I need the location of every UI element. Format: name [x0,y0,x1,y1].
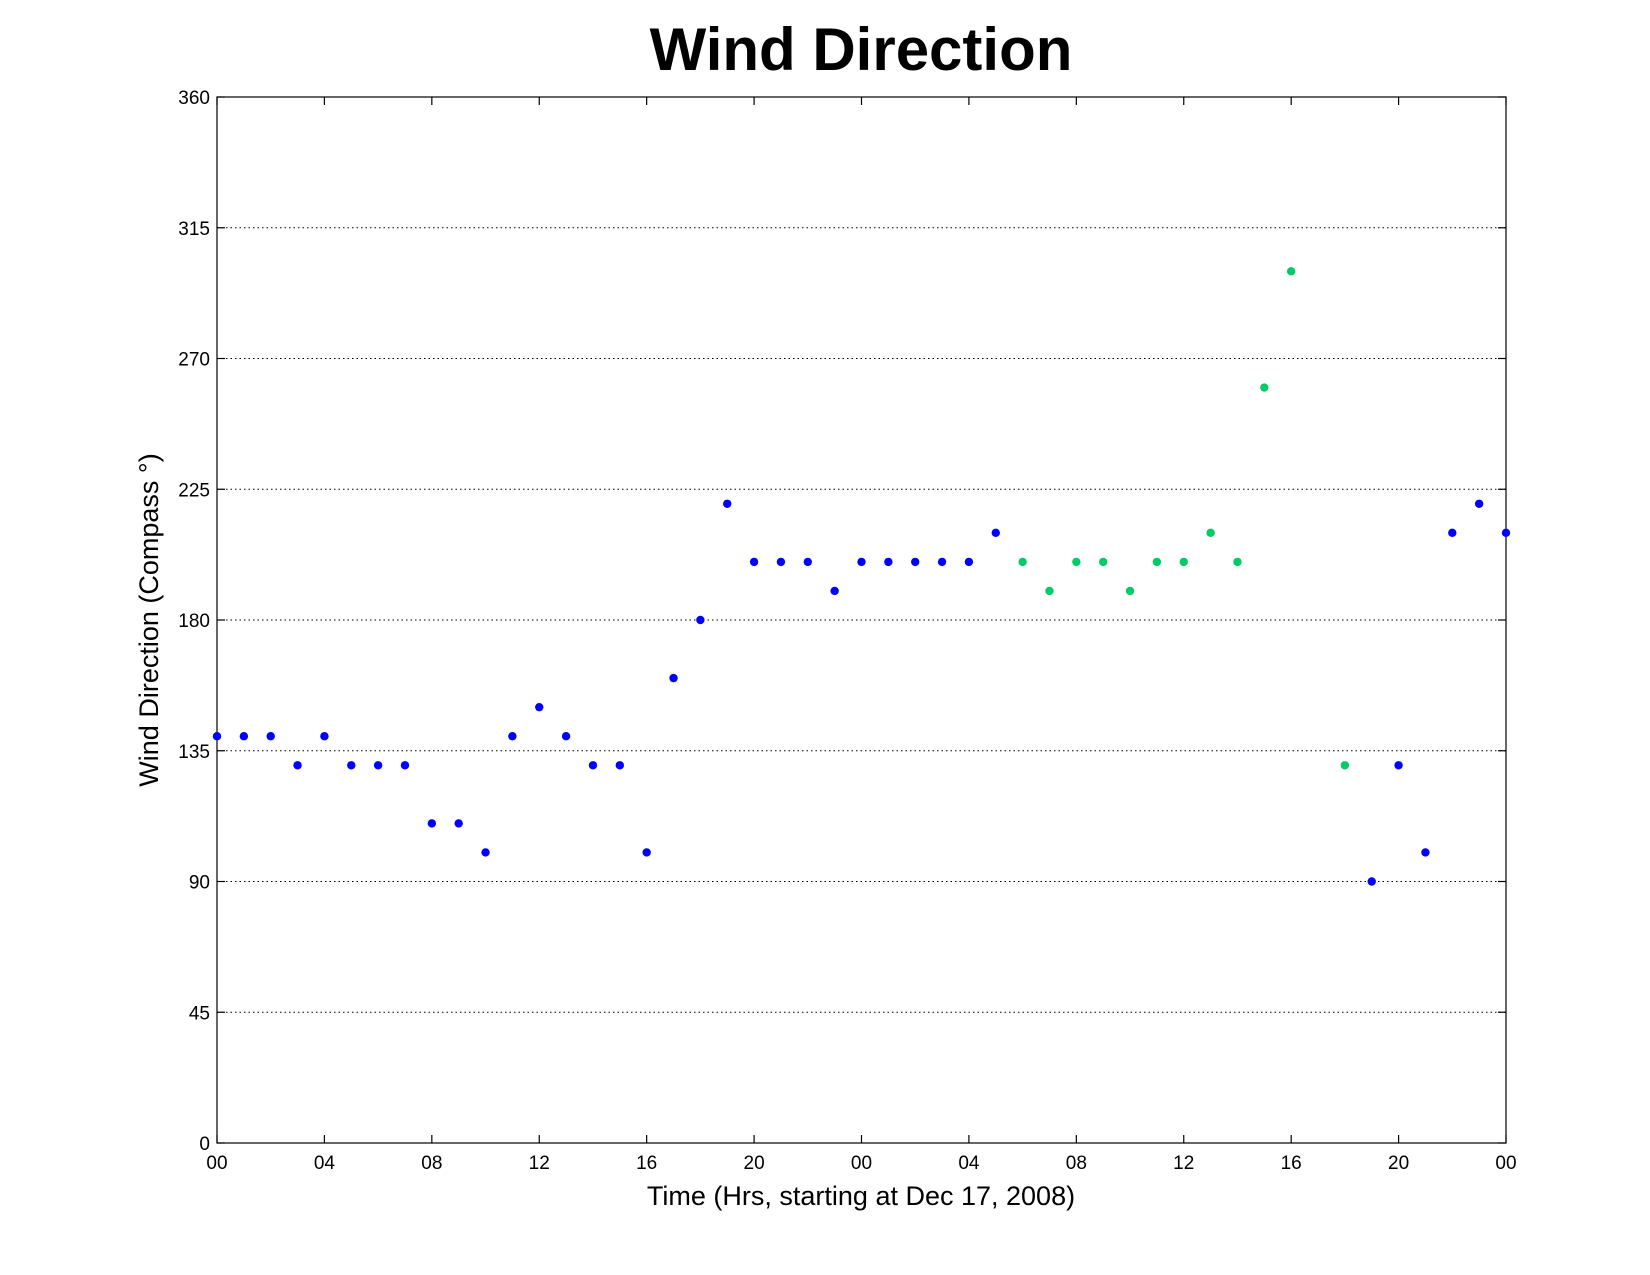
data-point [991,528,1000,538]
data-point [884,557,893,567]
data-point [642,848,651,857]
x-tick-label: 04 [958,1153,980,1174]
data-point [1448,528,1457,538]
data-point [776,557,786,567]
x-tick-label: 08 [1066,1153,1087,1174]
y-tick-label: 270 [178,350,210,371]
x-tick-label: 20 [744,1153,765,1174]
x-tick-label: 00 [1495,1153,1516,1174]
data-point [427,819,437,828]
data-point [400,761,410,770]
data-point [561,732,571,741]
data-point [857,557,866,567]
x-axis-label: Time (Hrs, starting at Dec 17, 2008) [647,1181,1075,1211]
x-tick-label: 04 [314,1153,336,1174]
data-point [508,732,517,741]
data-point [696,615,705,625]
data-point [454,819,463,828]
y-tick-label: 90 [189,873,210,894]
data-point [803,557,812,567]
y-tick-label: 0 [199,1134,210,1155]
data-point [1367,877,1376,886]
data-point [615,761,625,770]
data-point [911,557,920,567]
data-point [1233,557,1242,567]
data-points [212,267,1511,886]
x-tick-label: 16 [636,1153,657,1174]
data-point [481,848,490,857]
y-tick-label: 225 [178,480,210,501]
data-point [588,761,598,770]
x-tick-label: 12 [1173,1153,1194,1174]
data-point [239,732,249,741]
x-tick-label: 00 [206,1153,227,1174]
data-point [723,499,732,508]
data-point [535,702,544,712]
x-tick-label: 12 [529,1153,550,1174]
data-point [212,732,222,741]
data-point [266,732,275,741]
data-point [1474,499,1484,508]
data-point [1206,528,1215,538]
data-point [1152,557,1162,567]
data-point [749,557,759,567]
data-point [1018,557,1027,567]
data-point [373,761,383,770]
data-point [320,732,329,741]
axis-ticks: 0 45 90 135 180 225 270 315 360 00 04 08 12 16 20 00 04 0… [178,88,1516,1174]
data-point [347,761,356,770]
data-point [964,557,974,567]
data-point [1286,267,1296,276]
data-point [1098,557,1108,567]
grid-lines [217,227,1506,1013]
y-tick-label: 135 [178,742,210,763]
data-point [1394,761,1403,770]
chart-title: Wind Direction [650,16,1073,83]
data-point [1125,586,1135,596]
y-tick-label: 360 [178,88,210,109]
data-point [1501,528,1511,538]
x-tick-label: 08 [421,1153,442,1174]
y-tick-label: 180 [178,611,210,632]
x-tick-label: 16 [1281,1153,1302,1174]
data-point [1340,761,1350,770]
data-point [1045,586,1054,596]
x-tick-label: 00 [851,1153,872,1174]
y-tick-label: 45 [189,1003,210,1024]
data-point [669,673,678,683]
data-point [1179,557,1188,567]
x-tick-label: 20 [1388,1153,1409,1174]
data-point [1072,557,1081,567]
data-point [293,761,302,770]
y-tick-label: 315 [178,219,210,240]
y-axis-label: Wind Direction (Compass °) [134,453,164,786]
data-point [1421,848,1430,857]
data-point [937,557,947,567]
data-point [830,586,839,596]
data-point [1260,383,1269,392]
